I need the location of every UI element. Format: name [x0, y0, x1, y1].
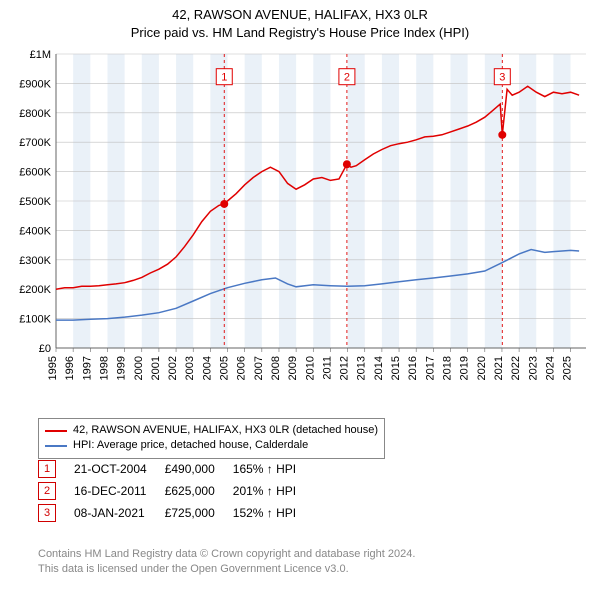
svg-text:£200K: £200K	[19, 284, 51, 296]
svg-text:2016: 2016	[407, 356, 419, 380]
svg-text:2012: 2012	[339, 356, 351, 380]
svg-text:2013: 2013	[356, 356, 368, 380]
svg-text:2023: 2023	[527, 356, 539, 380]
svg-text:2024: 2024	[544, 356, 556, 380]
chart-title: 42, RAWSON AVENUE, HALIFAX, HX3 0LR	[0, 6, 600, 24]
legend-item: 42, RAWSON AVENUE, HALIFAX, HX3 0LR (det…	[45, 423, 378, 438]
svg-text:2015: 2015	[390, 356, 402, 380]
svg-text:£1M: £1M	[30, 49, 51, 61]
event-delta: 152% ↑ HPI	[233, 502, 314, 524]
event-row: 2 16-DEC-2011£625,000201% ↑ HPI	[38, 480, 314, 502]
event-number-box: 1	[38, 460, 56, 478]
chart-legend: 42, RAWSON AVENUE, HALIFAX, HX3 0LR (det…	[38, 418, 385, 459]
svg-text:2022: 2022	[510, 356, 522, 380]
svg-text:2025: 2025	[562, 356, 574, 380]
svg-text:2009: 2009	[287, 356, 299, 380]
svg-text:2005: 2005	[219, 356, 231, 380]
svg-text:2008: 2008	[270, 356, 282, 380]
price-chart: £0 £100K £200K £300K £400K £500K £600K £700K £80…	[10, 48, 590, 408]
event-row: 3 08-JAN-2021£725,000152% ↑ HPI	[38, 502, 314, 524]
legend-item: HPI: Average price, detached house, Cald…	[45, 438, 378, 453]
svg-text:1999: 1999	[116, 356, 128, 380]
svg-text:1997: 1997	[81, 356, 93, 380]
svg-text:2017: 2017	[424, 356, 436, 380]
svg-text:£700K: £700K	[19, 137, 51, 149]
event-number-box: 3	[38, 504, 56, 522]
chart-header: 42, RAWSON AVENUE, HALIFAX, HX3 0LR Pric…	[0, 0, 600, 41]
events-table: 1 21-OCT-2004£490,000165% ↑ HPI 2 16-DEC-20…	[38, 458, 314, 524]
svg-text:2007: 2007	[253, 356, 265, 380]
event-dot-2	[343, 160, 351, 168]
event-date: 16-DEC-2011	[74, 480, 165, 502]
svg-text:2014: 2014	[373, 356, 385, 380]
svg-text:2018: 2018	[441, 356, 453, 380]
legend-swatch	[45, 430, 67, 432]
svg-text:2021: 2021	[493, 356, 505, 380]
legend-label: 42, RAWSON AVENUE, HALIFAX, HX3 0LR (det…	[73, 423, 378, 438]
svg-text:2004: 2004	[201, 356, 213, 380]
svg-text:£0: £0	[39, 343, 51, 355]
event-date: 08-JAN-2021	[74, 502, 165, 524]
svg-text:£900K: £900K	[19, 78, 51, 90]
chart-subtitle: Price paid vs. HM Land Registry's House …	[0, 24, 600, 42]
svg-text:2019: 2019	[459, 356, 471, 380]
svg-text:2010: 2010	[304, 356, 316, 380]
event-date: 21-OCT-2004	[74, 458, 165, 480]
svg-text:£100K: £100K	[19, 314, 51, 326]
svg-text:2002: 2002	[167, 356, 179, 380]
svg-text:1998: 1998	[98, 356, 110, 380]
svg-text:£300K: £300K	[19, 255, 51, 267]
svg-text:2000: 2000	[133, 356, 145, 380]
svg-text:1996: 1996	[64, 356, 76, 380]
svg-text:1: 1	[221, 72, 227, 84]
event-price: £725,000	[165, 502, 233, 524]
event-price: £625,000	[165, 480, 233, 502]
legend-label: HPI: Average price, detached house, Cald…	[73, 438, 308, 453]
event-delta: 165% ↑ HPI	[233, 458, 314, 480]
svg-text:3: 3	[499, 72, 505, 84]
event-price: £490,000	[165, 458, 233, 480]
attribution-line-1: Contains HM Land Registry data © Crown c…	[38, 547, 415, 561]
event-dot-3	[498, 131, 506, 139]
svg-text:2006: 2006	[236, 356, 248, 380]
svg-text:2: 2	[344, 72, 350, 84]
data-attribution: Contains HM Land Registry data © Crown c…	[38, 547, 415, 576]
svg-text:£800K: £800K	[19, 108, 51, 120]
attribution-line-2: This data is licensed under the Open Gov…	[38, 562, 415, 576]
svg-text:2001: 2001	[150, 356, 162, 380]
svg-text:1995: 1995	[47, 356, 59, 380]
svg-text:2020: 2020	[476, 356, 488, 380]
svg-text:£600K: £600K	[19, 167, 51, 179]
svg-text:£500K: £500K	[19, 196, 51, 208]
event-dot-1	[220, 200, 228, 208]
event-number-box: 2	[38, 482, 56, 500]
legend-swatch	[45, 445, 67, 447]
event-row: 1 21-OCT-2004£490,000165% ↑ HPI	[38, 458, 314, 480]
svg-text:2003: 2003	[184, 356, 196, 380]
event-delta: 201% ↑ HPI	[233, 480, 314, 502]
svg-text:2011: 2011	[321, 356, 333, 380]
svg-text:£400K: £400K	[19, 225, 51, 237]
